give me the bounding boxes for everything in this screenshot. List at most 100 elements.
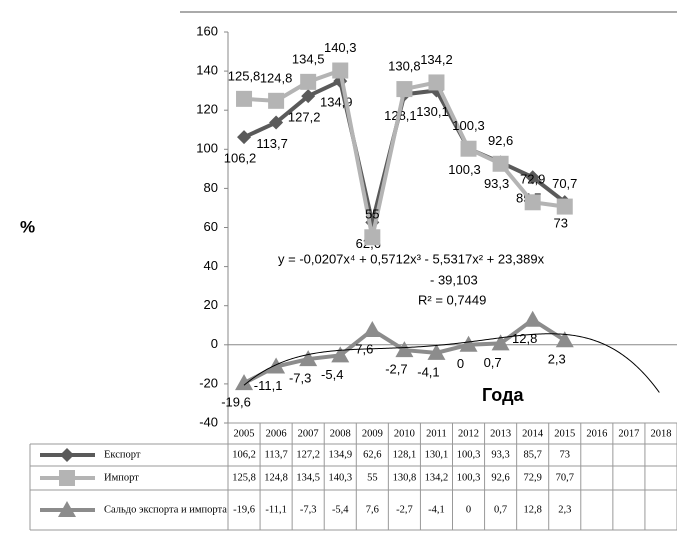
trend-equation: - 39,103 bbox=[430, 272, 478, 287]
table-cell: 134,2 bbox=[425, 472, 449, 483]
table-cell: 113,7 bbox=[264, 449, 287, 460]
data-label: 140,3 bbox=[324, 40, 357, 55]
x-tick-label: 2015 bbox=[554, 428, 575, 439]
legend-marker bbox=[58, 501, 76, 517]
data-label: 130,8 bbox=[388, 59, 421, 74]
marker bbox=[523, 310, 542, 327]
table-cell: 134,9 bbox=[328, 449, 352, 460]
table-cell: -2,7 bbox=[396, 504, 413, 515]
marker bbox=[332, 62, 349, 79]
data-label: 73 bbox=[554, 216, 568, 231]
data-label: 12,8 bbox=[512, 331, 537, 346]
x-tick-label: 2014 bbox=[522, 428, 544, 439]
marker bbox=[363, 320, 382, 337]
marker bbox=[300, 73, 317, 90]
marker bbox=[396, 81, 413, 98]
table-cell: 85,7 bbox=[523, 449, 541, 460]
x-tick-label: 2013 bbox=[490, 428, 511, 439]
data-label: 0,7 bbox=[484, 355, 502, 370]
data-label: 72,9 bbox=[520, 172, 545, 187]
table-cell: 0,7 bbox=[494, 504, 507, 515]
table-cell: -19,6 bbox=[233, 504, 255, 515]
y-tick-label: 100 bbox=[196, 141, 218, 156]
data-label: 127,2 bbox=[288, 110, 321, 125]
table-cell: 128,1 bbox=[393, 449, 417, 460]
legend-label: Експорт bbox=[104, 449, 141, 460]
table-cell: 0 bbox=[466, 504, 471, 515]
x-tick-label: 2011 bbox=[426, 428, 447, 439]
data-label: 124,8 bbox=[260, 70, 293, 85]
marker bbox=[299, 350, 318, 367]
legend-marker bbox=[59, 470, 75, 486]
marker bbox=[555, 331, 574, 348]
x-tick-label: 2005 bbox=[234, 428, 255, 439]
marker bbox=[395, 341, 414, 358]
table-cell: 100,3 bbox=[457, 472, 481, 483]
y-tick-label: 60 bbox=[204, 219, 218, 234]
table-cell: 130,1 bbox=[425, 449, 449, 460]
data-label: 92,6 bbox=[488, 133, 513, 148]
x-tick-label: 2009 bbox=[362, 428, 383, 439]
y-tick-label: 140 bbox=[196, 63, 218, 78]
x-tick-label: 2006 bbox=[266, 428, 287, 439]
marker bbox=[269, 115, 284, 130]
marker bbox=[364, 229, 381, 246]
data-label: 106,2 bbox=[224, 151, 257, 166]
data-label: 113,7 bbox=[256, 136, 288, 151]
data-label: 125,8 bbox=[228, 68, 261, 83]
table-cell: 70,7 bbox=[556, 472, 574, 483]
marker bbox=[492, 155, 509, 172]
y-tick-label: 120 bbox=[196, 102, 218, 117]
table-cell: 72,9 bbox=[523, 472, 541, 483]
y-tick-label: -20 bbox=[199, 375, 218, 390]
marker bbox=[235, 374, 254, 391]
table-cell: -4,1 bbox=[428, 504, 445, 515]
marker bbox=[556, 198, 573, 215]
x-tick-label: 2017 bbox=[618, 428, 639, 439]
x-tick-label: 2012 bbox=[458, 428, 479, 439]
trend-r2: R² = 0,7449 bbox=[418, 292, 486, 307]
trend-equation: y = -0,0207x⁴ + 0,5712x³ - 5,5317x² + 23… bbox=[278, 251, 545, 266]
data-label: 100,3 bbox=[448, 162, 481, 177]
table-cell: -11,1 bbox=[265, 504, 286, 515]
marker bbox=[460, 140, 477, 157]
data-label: -4,1 bbox=[417, 364, 439, 379]
marker bbox=[524, 194, 541, 211]
marker bbox=[267, 357, 286, 374]
table-cell: 100,3 bbox=[457, 449, 481, 460]
legend-label: Импорт bbox=[104, 472, 139, 483]
marker bbox=[427, 343, 446, 360]
data-label: 130,1 bbox=[416, 104, 449, 119]
table-cell: 62,6 bbox=[363, 449, 381, 460]
x-tick-label: 2007 bbox=[298, 428, 319, 439]
data-label: 55 bbox=[365, 207, 379, 222]
legend-marker bbox=[60, 448, 74, 462]
marker bbox=[525, 170, 540, 185]
y-tick-label: 20 bbox=[204, 297, 218, 312]
table-cell: -5,4 bbox=[332, 504, 349, 515]
data-label: 93,3 bbox=[484, 176, 509, 191]
x-tick-label: 2016 bbox=[586, 428, 607, 439]
marker bbox=[428, 74, 445, 91]
x-axis-label: Года bbox=[482, 385, 524, 405]
data-label: -2,7 bbox=[385, 362, 407, 377]
data-label: 70,7 bbox=[552, 176, 577, 191]
table-cell: 106,2 bbox=[232, 449, 256, 460]
table-cell: 12,8 bbox=[523, 504, 541, 515]
y-tick-label: 0 bbox=[211, 336, 218, 351]
y-tick-label: -40 bbox=[199, 414, 218, 429]
x-tick-label: 2008 bbox=[330, 428, 351, 439]
data-label: 134,5 bbox=[292, 51, 325, 66]
x-tick-label: 2018 bbox=[650, 428, 671, 439]
data-label: -11,1 bbox=[254, 378, 283, 393]
table-cell: 73 bbox=[560, 449, 571, 460]
trendline bbox=[243, 333, 660, 393]
table-cell: 140,3 bbox=[328, 472, 352, 483]
marker bbox=[236, 90, 253, 107]
legend-label: Сальдо экспорта и импорта bbox=[104, 504, 227, 515]
data-label: 2,3 bbox=[548, 352, 566, 367]
marker bbox=[301, 89, 316, 104]
y-tick-label: 80 bbox=[204, 180, 218, 195]
table-cell: 124,8 bbox=[264, 472, 288, 483]
